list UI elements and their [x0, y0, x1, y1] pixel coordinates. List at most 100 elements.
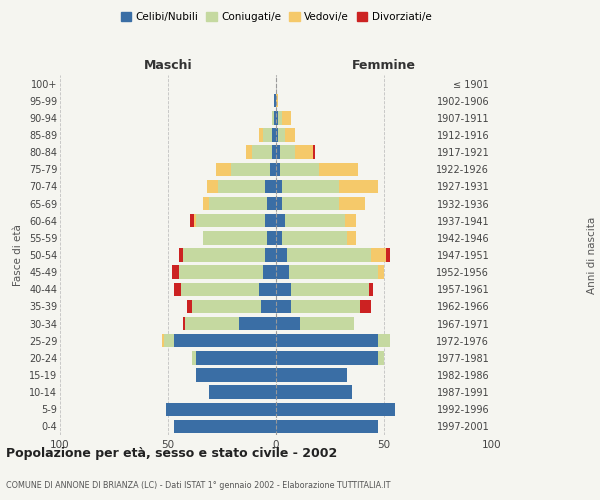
Bar — [276, 317, 300, 330]
Bar — [215, 162, 230, 176]
Bar — [252, 146, 272, 159]
Bar — [187, 300, 192, 313]
Bar — [283, 111, 291, 124]
Bar — [276, 351, 377, 364]
Bar — [276, 266, 289, 279]
Bar — [218, 180, 265, 193]
Bar — [369, 282, 373, 296]
Bar — [276, 111, 278, 124]
Text: Maschi: Maschi — [143, 58, 193, 71]
Bar — [377, 334, 391, 347]
Bar — [185, 317, 239, 330]
Bar — [161, 334, 164, 347]
Bar — [209, 386, 276, 399]
Y-axis label: Fasce di età: Fasce di età — [13, 224, 23, 286]
Bar — [295, 146, 313, 159]
Bar — [259, 128, 263, 141]
Bar — [203, 231, 268, 244]
Bar — [175, 334, 276, 347]
Bar — [230, 162, 269, 176]
Bar — [284, 214, 345, 228]
Bar — [276, 420, 377, 433]
Bar — [313, 146, 315, 159]
Bar — [268, 197, 276, 210]
Bar — [190, 214, 194, 228]
Bar — [164, 334, 175, 347]
Bar — [278, 128, 284, 141]
Bar — [196, 214, 265, 228]
Bar — [183, 317, 185, 330]
Bar — [276, 368, 347, 382]
Bar — [265, 180, 276, 193]
Bar — [276, 300, 291, 313]
Bar — [181, 282, 259, 296]
Bar — [172, 266, 179, 279]
Bar — [276, 231, 283, 244]
Bar — [276, 162, 280, 176]
Bar — [274, 111, 276, 124]
Bar — [268, 231, 276, 244]
Bar — [192, 351, 196, 364]
Bar — [338, 180, 377, 193]
Bar — [246, 146, 252, 159]
Legend: Celibi/Nubili, Coniugati/e, Vedovi/e, Divorziati/e: Celibi/Nubili, Coniugati/e, Vedovi/e, Di… — [116, 8, 436, 26]
Bar — [207, 180, 218, 193]
Bar — [276, 197, 283, 210]
Bar — [239, 317, 276, 330]
Bar — [263, 266, 276, 279]
Bar — [371, 248, 386, 262]
Bar — [272, 128, 276, 141]
Bar — [274, 94, 276, 108]
Bar — [360, 300, 371, 313]
Bar — [272, 111, 274, 124]
Text: Popolazione per età, sesso e stato civile - 2002: Popolazione per età, sesso e stato civil… — [6, 448, 337, 460]
Bar — [276, 180, 283, 193]
Text: Anni di nascita: Anni di nascita — [587, 216, 597, 294]
Bar — [300, 317, 354, 330]
Bar — [386, 248, 391, 262]
Bar — [283, 231, 347, 244]
Bar — [276, 282, 291, 296]
Bar — [338, 197, 365, 210]
Bar — [283, 197, 338, 210]
Bar — [289, 266, 377, 279]
Bar — [319, 162, 358, 176]
Bar — [276, 214, 284, 228]
Bar — [209, 197, 268, 210]
Bar — [194, 214, 196, 228]
Bar — [276, 386, 352, 399]
Text: Femmine: Femmine — [352, 58, 416, 71]
Bar — [179, 248, 183, 262]
Bar — [377, 266, 384, 279]
Bar — [345, 214, 356, 228]
Bar — [276, 128, 278, 141]
Bar — [278, 111, 283, 124]
Bar — [272, 146, 276, 159]
Bar — [276, 248, 287, 262]
Bar — [284, 128, 295, 141]
Bar — [377, 351, 384, 364]
Bar — [287, 248, 371, 262]
Bar — [259, 282, 276, 296]
Bar — [192, 300, 261, 313]
Bar — [196, 368, 276, 382]
Bar — [276, 402, 395, 416]
Bar — [261, 300, 276, 313]
Bar — [166, 402, 276, 416]
Bar — [276, 94, 278, 108]
Bar — [265, 248, 276, 262]
Bar — [203, 197, 209, 210]
Bar — [291, 282, 369, 296]
Bar — [265, 214, 276, 228]
Bar — [263, 128, 272, 141]
Bar — [183, 248, 265, 262]
Bar — [276, 146, 280, 159]
Bar — [291, 300, 360, 313]
Text: COMUNE DI ANNONE DI BRIANZA (LC) - Dati ISTAT 1° gennaio 2002 - Elaborazione TUT: COMUNE DI ANNONE DI BRIANZA (LC) - Dati … — [6, 480, 391, 490]
Bar — [347, 231, 356, 244]
Bar — [283, 180, 338, 193]
Bar — [175, 282, 181, 296]
Bar — [276, 334, 377, 347]
Bar — [179, 266, 263, 279]
Bar — [269, 162, 276, 176]
